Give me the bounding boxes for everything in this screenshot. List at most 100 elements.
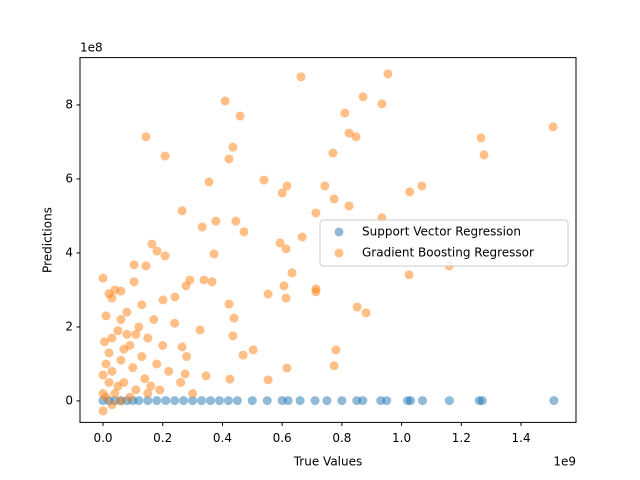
point [128, 363, 138, 373]
point [122, 307, 132, 317]
point [195, 325, 205, 335]
point [152, 359, 162, 369]
point [344, 201, 354, 211]
point [164, 366, 174, 376]
point [220, 96, 230, 106]
x-tick-label: 0.8 [332, 431, 351, 445]
point [229, 313, 239, 323]
point [275, 238, 285, 248]
point [204, 177, 214, 187]
point [297, 232, 307, 242]
point [160, 251, 170, 261]
legend-label: Gradient Boosting Regressor [362, 246, 534, 260]
point [352, 302, 362, 312]
point [418, 396, 428, 406]
point [143, 396, 153, 406]
point [287, 268, 297, 278]
x-tick-label: 1.2 [452, 431, 471, 445]
point [417, 181, 427, 191]
x-tick-label: 0.0 [93, 431, 112, 445]
point [340, 108, 350, 118]
point [283, 396, 293, 406]
point [179, 396, 189, 406]
point [101, 359, 111, 369]
point [344, 128, 354, 138]
y-tick-label: 4 [65, 245, 73, 259]
point [281, 244, 291, 254]
point [383, 69, 393, 79]
point [125, 392, 135, 402]
point [235, 111, 245, 121]
point [382, 396, 392, 406]
point [239, 227, 249, 237]
point [137, 300, 147, 310]
point [205, 396, 215, 406]
point [310, 396, 320, 406]
point [207, 277, 217, 287]
point [116, 396, 126, 406]
x-offset-label: 1e9 [553, 455, 576, 469]
point [107, 366, 117, 376]
point [155, 385, 165, 395]
point [263, 289, 273, 299]
point [211, 216, 221, 226]
legend-box [319, 219, 569, 267]
point [104, 377, 114, 387]
point [107, 333, 117, 343]
y-tick-label: 2 [65, 319, 73, 333]
point [152, 396, 162, 406]
point [110, 389, 120, 399]
point [282, 363, 292, 373]
point [263, 375, 273, 385]
point [548, 122, 558, 132]
point [223, 396, 233, 406]
point [228, 142, 238, 152]
point [197, 396, 207, 406]
point [444, 396, 454, 406]
legend-marker [334, 248, 344, 258]
point [119, 344, 129, 354]
point [281, 293, 291, 303]
point [262, 396, 272, 406]
point [101, 311, 111, 321]
point [282, 181, 292, 191]
point [328, 148, 338, 158]
point [311, 287, 321, 297]
point [320, 181, 330, 191]
point [329, 194, 339, 204]
point [404, 270, 414, 280]
x-tick-label: 1.0 [392, 431, 411, 445]
point [158, 295, 168, 305]
point [131, 329, 141, 339]
legend-label: Support Vector Regression [362, 225, 521, 239]
point [232, 396, 242, 406]
point [197, 222, 207, 232]
point [479, 150, 489, 160]
point [107, 400, 117, 410]
plot-frame [79, 57, 577, 423]
x-axis-label: True Values [293, 455, 363, 469]
x-tick-label: 0.4 [213, 431, 232, 445]
point [214, 396, 224, 406]
point [358, 92, 368, 102]
point [134, 322, 144, 332]
point [209, 249, 219, 259]
point [177, 206, 187, 216]
point [137, 352, 147, 362]
point [477, 396, 487, 406]
point [351, 132, 361, 142]
point [296, 72, 306, 82]
point [141, 261, 151, 271]
point [279, 281, 289, 291]
point [182, 352, 192, 362]
point [176, 377, 186, 387]
y-tick-label: 8 [65, 97, 73, 111]
point [177, 342, 187, 352]
point [188, 389, 198, 399]
point [113, 381, 123, 391]
point [199, 275, 209, 285]
point [158, 340, 168, 350]
point [329, 361, 339, 371]
point [231, 216, 241, 226]
point [110, 285, 120, 295]
